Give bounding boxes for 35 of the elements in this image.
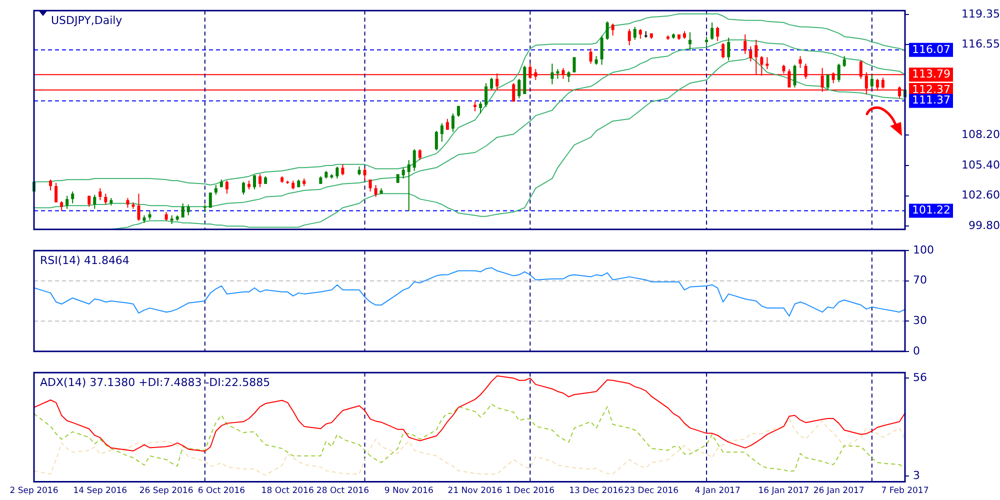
- y-tick-label: 3: [913, 469, 920, 482]
- ref-line-label: 112.37: [912, 82, 950, 96]
- x-tick-label: 1 Dec 2016: [506, 486, 555, 496]
- chart-title: RSI(14) 41.8464: [40, 254, 130, 267]
- x-tick-label: 2 Sep 2016: [10, 486, 58, 496]
- y-tick-label: 102.60: [962, 188, 1000, 202]
- ref-line-label: 101.22: [912, 204, 950, 217]
- x-tick-label: 16 Jan 2017: [758, 486, 810, 496]
- x-tick-label: 18 Oct 2016: [261, 486, 314, 496]
- x-tick-label: 6 Oct 2016: [198, 486, 245, 496]
- y-tick-label: 119.35: [962, 7, 1000, 20]
- ref-line-label: 113.79: [912, 67, 950, 80]
- x-tick-label: 4 Jan 2017: [694, 486, 740, 496]
- x-tick-label: 13 Dec 2016: [569, 486, 624, 496]
- y-tick-label: 30: [913, 314, 927, 328]
- x-tick-label: 14 Sep 2016: [73, 486, 128, 496]
- y-tick-label: 0: [913, 344, 920, 358]
- y-tick-label: 105.40: [962, 158, 1000, 172]
- x-tick-label: 26 Sep 2016: [139, 486, 194, 496]
- ref-line-label: 116.07: [912, 42, 950, 56]
- x-tick-label: 23 Dec 2016: [624, 486, 679, 496]
- y-tick-label: 70: [913, 274, 927, 287]
- y-tick-label: 100: [913, 243, 934, 256]
- chart-title: USDJPY,Daily: [51, 14, 123, 27]
- y-tick-label: 116.55: [962, 38, 1000, 51]
- x-tick-label: 7 Feb 2017: [881, 486, 929, 496]
- chart-title: ADX(14) 37.1380 +DI:7.4883 -DI:22.5885: [40, 376, 270, 389]
- x-tick-label: 21 Nov 2016: [448, 486, 502, 496]
- x-tick-label: 9 Nov 2016: [384, 486, 434, 496]
- ref-line-label: 111.37: [912, 94, 950, 107]
- y-tick-label: 108.20: [962, 128, 1000, 142]
- x-tick-label: 26 Jan 2017: [813, 486, 864, 496]
- x-tick-label: 28 Oct 2016: [316, 486, 369, 496]
- y-tick-label: 56: [913, 371, 927, 384]
- y-tick-label: 99.80: [968, 219, 1000, 232]
